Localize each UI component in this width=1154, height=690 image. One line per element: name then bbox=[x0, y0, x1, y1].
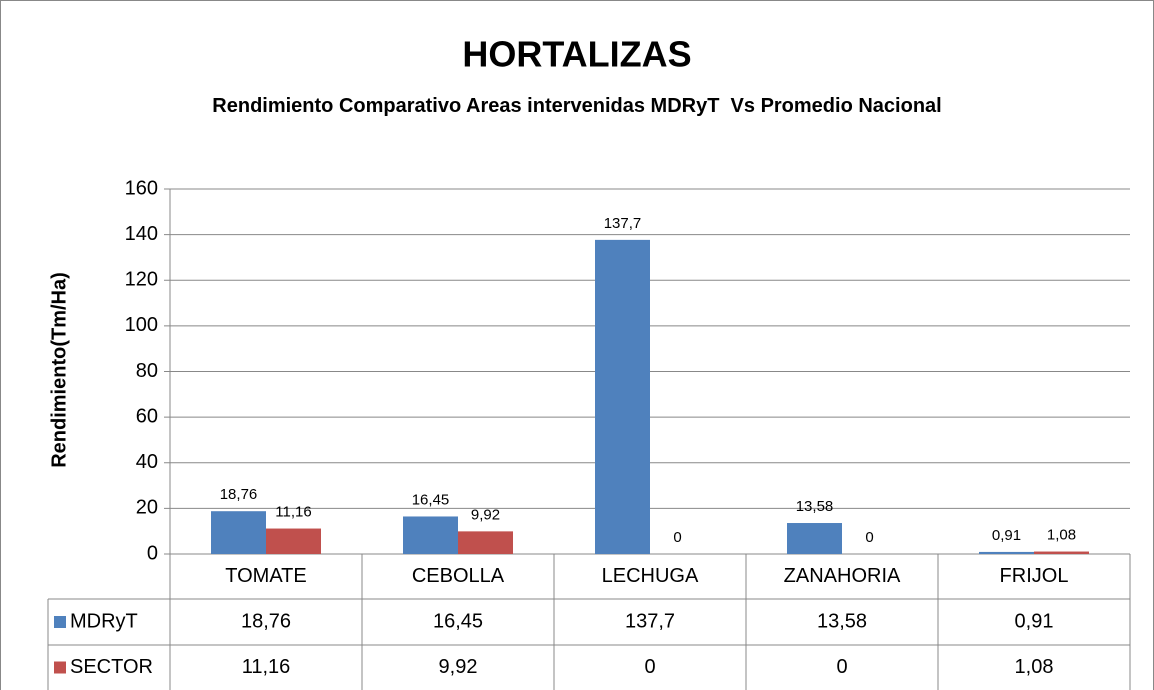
legend-label: SECTOR bbox=[70, 656, 153, 678]
table-cell: 0,91 bbox=[1015, 610, 1054, 632]
y-tick-label: 40 bbox=[136, 451, 158, 473]
x-tick-label: TOMATE bbox=[225, 565, 306, 587]
bar bbox=[787, 523, 842, 554]
chart-subtitle: Rendimiento Comparativo Areas intervenid… bbox=[212, 95, 942, 117]
data-label: 18,76 bbox=[220, 486, 258, 503]
x-tick-label: CEBOLLA bbox=[412, 565, 505, 587]
table-cell: 18,76 bbox=[241, 610, 291, 632]
y-axis-label: Rendimiento(Tm/Ha) bbox=[48, 272, 70, 468]
table-cell: 16,45 bbox=[433, 610, 483, 632]
x-tick-label: FRIJOL bbox=[1000, 565, 1069, 587]
x-tick-label: ZANAHORIA bbox=[784, 565, 901, 587]
data-label: 0 bbox=[865, 529, 873, 546]
y-tick-label: 20 bbox=[136, 497, 158, 519]
legend-label: MDRyT bbox=[70, 610, 138, 632]
data-label: 0,91 bbox=[992, 527, 1021, 544]
table-cell: 0 bbox=[836, 656, 847, 678]
y-tick-label: 120 bbox=[125, 269, 158, 291]
legend-key bbox=[54, 661, 66, 674]
bar bbox=[1034, 551, 1089, 554]
data-label: 13,58 bbox=[796, 498, 834, 515]
y-tick-label: 100 bbox=[125, 314, 158, 336]
y-tick-label: 60 bbox=[136, 405, 158, 427]
table-cell: 1,08 bbox=[1015, 656, 1054, 678]
bar bbox=[979, 551, 1034, 554]
data-label: 137,7 bbox=[604, 215, 642, 232]
y-tick-label: 0 bbox=[147, 542, 158, 564]
y-tick-label: 80 bbox=[136, 360, 158, 382]
table-cell: 11,16 bbox=[242, 656, 291, 678]
data-label: 0 bbox=[673, 529, 681, 546]
chart-title: HORTALIZAS bbox=[462, 34, 691, 75]
bar bbox=[458, 531, 513, 554]
data-label: 11,16 bbox=[275, 504, 311, 521]
y-tick-label: 160 bbox=[125, 177, 158, 199]
table-cell: 9,92 bbox=[439, 656, 478, 678]
bar bbox=[595, 239, 650, 554]
data-label: 9,92 bbox=[471, 506, 500, 523]
x-tick-label: LECHUGA bbox=[602, 565, 699, 587]
legend-key bbox=[54, 616, 66, 628]
bar bbox=[266, 528, 321, 554]
y-tick-label: 140 bbox=[125, 223, 158, 245]
data-label: 16,45 bbox=[412, 491, 450, 508]
data-label: 1,08 bbox=[1047, 527, 1076, 544]
table-cell: 13,58 bbox=[817, 610, 867, 632]
bar bbox=[211, 511, 266, 554]
table-cell: 137,7 bbox=[625, 610, 675, 632]
bar bbox=[403, 516, 458, 554]
table-cell: 0 bbox=[644, 656, 655, 678]
